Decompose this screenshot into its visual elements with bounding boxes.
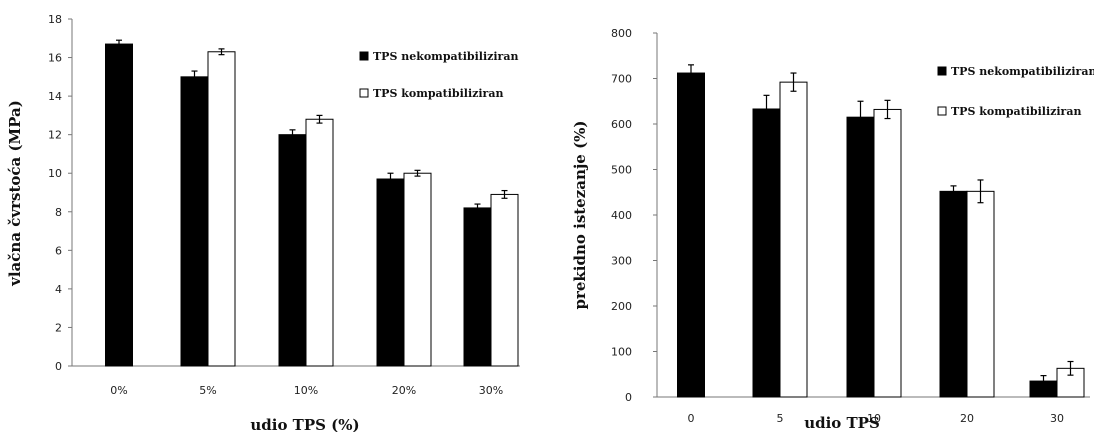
legend-label: TPS kompatibiliziran: [373, 87, 503, 100]
x-tick-label: 30%: [479, 384, 503, 397]
y-tick-label: 18: [48, 13, 62, 26]
bar: [846, 116, 875, 398]
bar: [966, 190, 995, 398]
bar: [939, 190, 968, 398]
y-tick-label: 800: [611, 27, 632, 40]
y-axis-title: vlačna čvrstoća (MPa): [6, 100, 24, 287]
legend-swatch: [937, 66, 947, 76]
x-axis-title: udio TPS: [804, 414, 880, 432]
bar: [779, 81, 808, 398]
y-tick-label: 0: [625, 391, 632, 404]
y-tick-label: 12: [48, 129, 62, 142]
bar: [490, 193, 519, 367]
y-tick-label: 14: [48, 90, 62, 103]
bar: [278, 134, 307, 367]
y-tick-label: 8: [55, 206, 62, 219]
bar: [873, 108, 902, 398]
y-tick-label: 2: [55, 321, 62, 334]
bar: [207, 51, 236, 367]
legend-label: TPS kompatibiliziran: [951, 105, 1081, 118]
legend-swatch: [359, 51, 369, 61]
y-tick-label: 16: [48, 52, 62, 65]
legend-swatch: [937, 106, 947, 116]
x-tick-label: 5: [777, 412, 784, 425]
legend-label: TPS nekompatibiliziran: [951, 65, 1094, 78]
tensile-strength-chart: 0 2 4 6 8 10 12 14 16 18 0% 5% 10% 20% 30% udio TPS (%)…: [6, 13, 520, 432]
y-tick-label: 700: [611, 73, 632, 86]
x-tick-label: 30: [1050, 412, 1064, 425]
bar: [403, 172, 432, 367]
x-axis-title: udio TPS (%): [250, 416, 359, 432]
bar: [463, 207, 492, 367]
y-tick-label: 200: [611, 300, 632, 313]
y-tick-label: 4: [55, 283, 62, 296]
y-tick-label: 10: [48, 167, 62, 180]
x-tick-label: 10%: [294, 384, 318, 397]
bar: [677, 72, 705, 398]
y-tick-label: 600: [611, 118, 632, 131]
bar: [305, 118, 334, 367]
y-axis-title: prekidno istezanje (%): [571, 120, 589, 309]
bar: [180, 76, 209, 367]
x-tick-label: 20%: [392, 384, 416, 397]
y-tick-label: 100: [611, 346, 632, 359]
legend-label: TPS nekompatibiliziran: [373, 50, 518, 63]
x-tick-label: 0: [688, 412, 695, 425]
y-tick-label: 500: [611, 164, 632, 177]
y-tick-label: 300: [611, 255, 632, 268]
elongation-at-break-chart: 0 100 200 300 400 500 600 700 800 0 5 10 20 30 udio TP…: [571, 27, 1094, 432]
x-tick-label: 5%: [199, 384, 216, 397]
x-tick-label: 10: [867, 412, 881, 425]
x-tick-label: 20: [960, 412, 974, 425]
bar: [376, 178, 405, 367]
y-tick-label: 0: [55, 360, 62, 373]
y-tick-label: 400: [611, 209, 632, 222]
bar: [105, 43, 133, 367]
legend-swatch: [359, 88, 369, 98]
bar: [752, 108, 781, 398]
y-tick-label: 6: [55, 244, 62, 257]
x-tick-label: 0%: [110, 384, 127, 397]
